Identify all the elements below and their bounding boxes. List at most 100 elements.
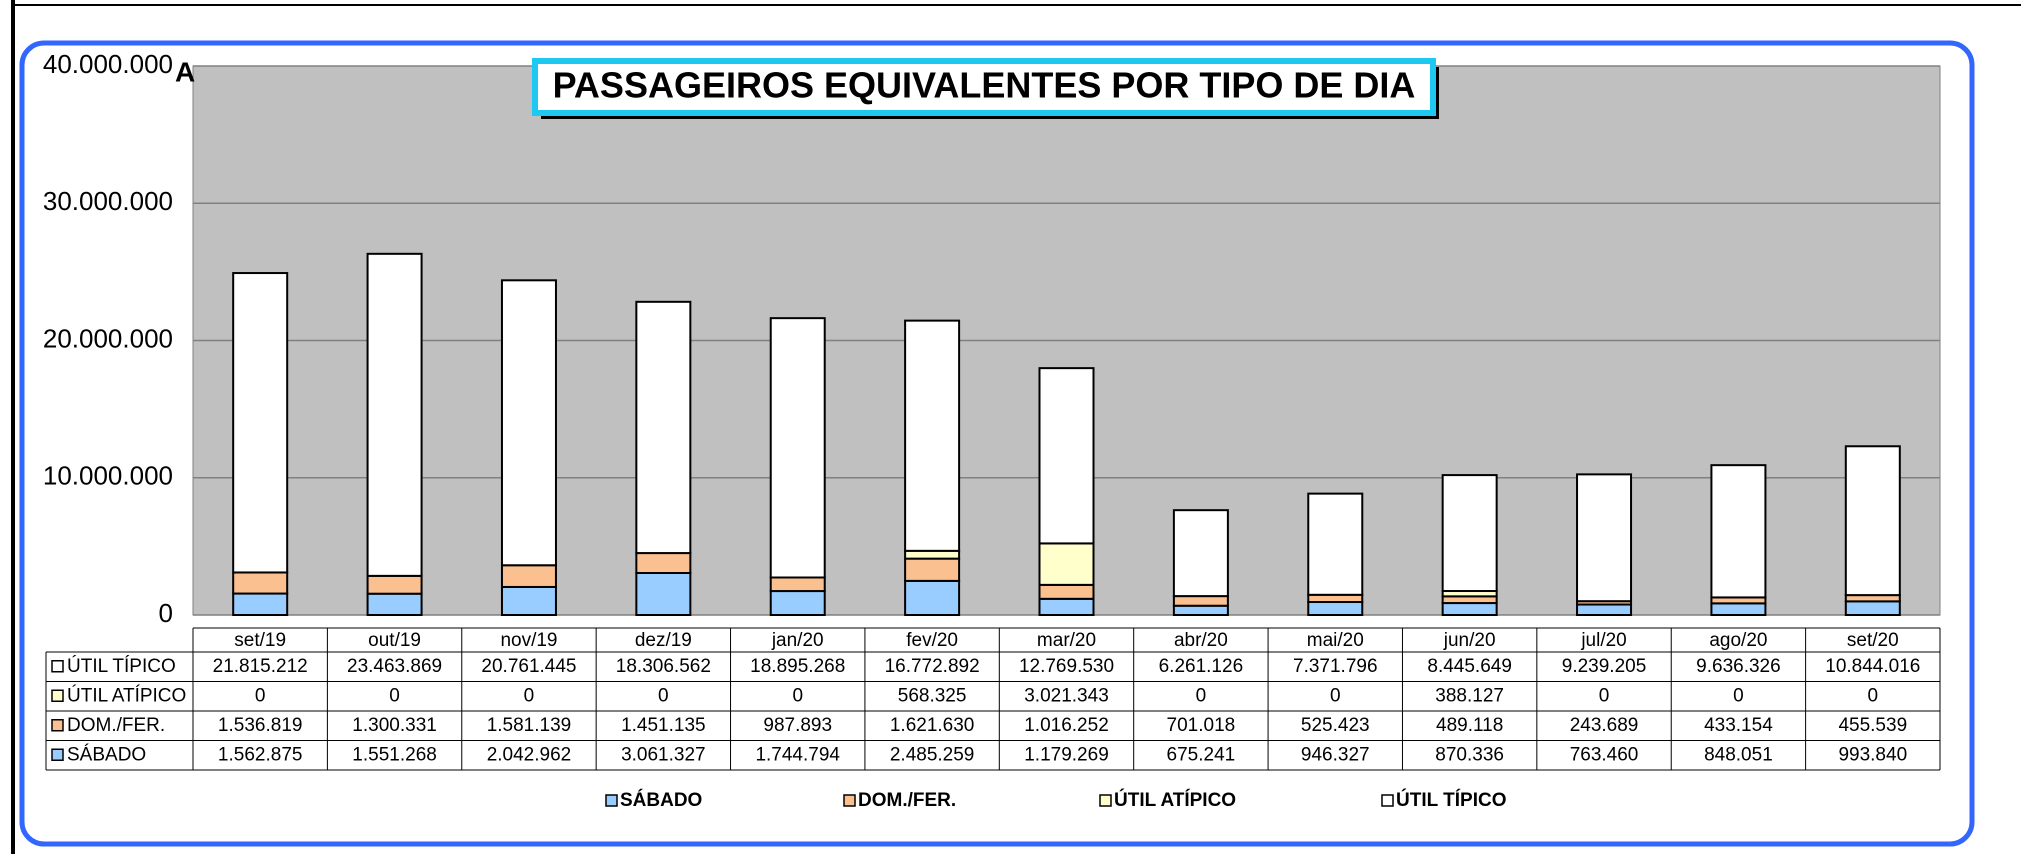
- x-tick-label: mar/20: [1037, 630, 1096, 651]
- table-cell: 3.061.327: [621, 744, 706, 765]
- table-cell: 701.018: [1167, 715, 1236, 736]
- bar-segment: [635, 552, 692, 574]
- table-cell: 1.016.252: [1024, 715, 1109, 736]
- table-cell: 987.893: [763, 715, 832, 736]
- bar-segment: [1172, 604, 1229, 616]
- table-cell: 16.772.892: [885, 656, 980, 677]
- table-row-label: DOM./FER.: [67, 715, 165, 736]
- table-cell: 1.621.630: [890, 715, 975, 736]
- y-tick-label: 30.000.000: [43, 186, 173, 216]
- x-tick-label: jun/20: [1443, 630, 1496, 651]
- table-cell: 0: [389, 685, 400, 706]
- bar-segment: [635, 571, 692, 616]
- y-tick-label: 10.000.000: [43, 461, 173, 491]
- bar-segment: [500, 585, 557, 616]
- table-row-label: ÚTIL ATÍPICO: [67, 684, 186, 706]
- legend-swatch: [51, 719, 64, 732]
- bar-segment: [1038, 542, 1095, 586]
- bar-segment: [1844, 600, 1901, 617]
- table-cell: 763.460: [1570, 744, 1639, 765]
- table-cell: 1.744.794: [755, 744, 840, 765]
- table-cell: 21.815.212: [213, 656, 308, 677]
- x-tick-label: fev/20: [906, 630, 958, 651]
- table-cell: 1.551.268: [352, 744, 437, 765]
- bar-segment: [1038, 597, 1095, 616]
- table-cell: 489.118: [1436, 715, 1503, 736]
- table-cell: 1.562.875: [218, 744, 303, 765]
- bar-segment: [500, 564, 557, 588]
- bar-segment: [1441, 602, 1498, 616]
- bar-segment: [1576, 473, 1633, 603]
- bar-segment: [1038, 583, 1095, 600]
- table-cell: 433.154: [1704, 715, 1773, 736]
- bar-segment: [1441, 474, 1498, 593]
- table-cell: 525.423: [1301, 715, 1370, 736]
- table-cell: 0: [1196, 685, 1207, 706]
- table-cell: 455.539: [1838, 715, 1907, 736]
- legend-swatch: [51, 689, 64, 702]
- y-tick-label: 20.000.000: [43, 323, 173, 353]
- table-cell: 0: [658, 685, 669, 706]
- bar-segment: [366, 592, 423, 617]
- table-row-label: SÁBADO: [67, 744, 146, 765]
- bar-segment: [769, 317, 826, 579]
- x-tick-label: jan/20: [771, 630, 824, 651]
- legend-label: ÚTIL ATÍPICO: [1114, 789, 1236, 811]
- table-cell: 0: [792, 685, 803, 706]
- table-cell: 10.844.016: [1825, 656, 1920, 677]
- table-cell: 0: [1733, 685, 1744, 706]
- table-cell: 20.761.445: [481, 656, 576, 677]
- bar-segment: [1172, 509, 1229, 598]
- x-tick-label: out/19: [368, 630, 421, 651]
- table-cell: 1.451.135: [621, 715, 706, 736]
- y-tick-label: 0: [159, 598, 173, 628]
- bar-segment: [769, 590, 826, 616]
- legend-swatch: [1381, 794, 1394, 807]
- legend-swatch: [843, 794, 856, 807]
- bar-segment: [232, 272, 289, 574]
- bar-segment: [232, 592, 289, 617]
- table-cell: 7.371.796: [1293, 656, 1378, 677]
- table-cell: 848.051: [1704, 744, 1773, 765]
- title-box: [532, 58, 1436, 116]
- table-cell: 2.042.962: [487, 744, 572, 765]
- x-tick-label: nov/19: [500, 630, 557, 651]
- bar-segment: [1038, 367, 1095, 545]
- bar-segment: [904, 579, 961, 617]
- table-cell: 0: [1330, 685, 1341, 706]
- table-cell: 870.336: [1435, 744, 1504, 765]
- bar-segment: [904, 319, 961, 552]
- table-cell: 0: [1599, 685, 1610, 706]
- table-cell: 3.021.343: [1024, 685, 1109, 706]
- bar-segment: [1710, 464, 1767, 599]
- table-cell: 1.179.269: [1024, 744, 1109, 765]
- x-tick-label: set/20: [1847, 630, 1899, 651]
- x-tick-label: set/19: [234, 630, 286, 651]
- bar-segment: [1710, 602, 1767, 616]
- table-cell: 243.689: [1570, 715, 1639, 736]
- table-cell: 18.895.268: [750, 656, 845, 677]
- table-cell: 12.769.530: [1019, 656, 1114, 677]
- table-cell: 388.127: [1435, 685, 1504, 706]
- legend-label: SÁBADO: [620, 789, 702, 811]
- x-tick-label: ago/20: [1709, 630, 1767, 651]
- bar-segment: [1576, 603, 1633, 616]
- table-cell: 1.536.819: [218, 715, 303, 736]
- table-cell: 0: [1868, 685, 1879, 706]
- bar-segment: [1844, 445, 1901, 597]
- x-tick-label: jul/20: [1580, 630, 1626, 651]
- x-tick-label: abr/20: [1174, 630, 1228, 651]
- table-cell: 675.241: [1167, 744, 1236, 765]
- bar-segment: [366, 574, 423, 595]
- plot: 0 10.000.000 20.000.000 30.000.000 40.000.00…: [43, 49, 1941, 811]
- table-cell: 993.840: [1838, 744, 1907, 765]
- bar-segment: [232, 571, 289, 595]
- bar-segment: [1172, 595, 1229, 607]
- bar-segment: [904, 557, 961, 582]
- legend-swatch: [51, 748, 64, 761]
- table-cell: 568.325: [898, 685, 967, 706]
- x-tick-label: dez/19: [635, 630, 692, 651]
- legend-swatch: [51, 660, 64, 673]
- table-cell: 2.485.259: [890, 744, 975, 765]
